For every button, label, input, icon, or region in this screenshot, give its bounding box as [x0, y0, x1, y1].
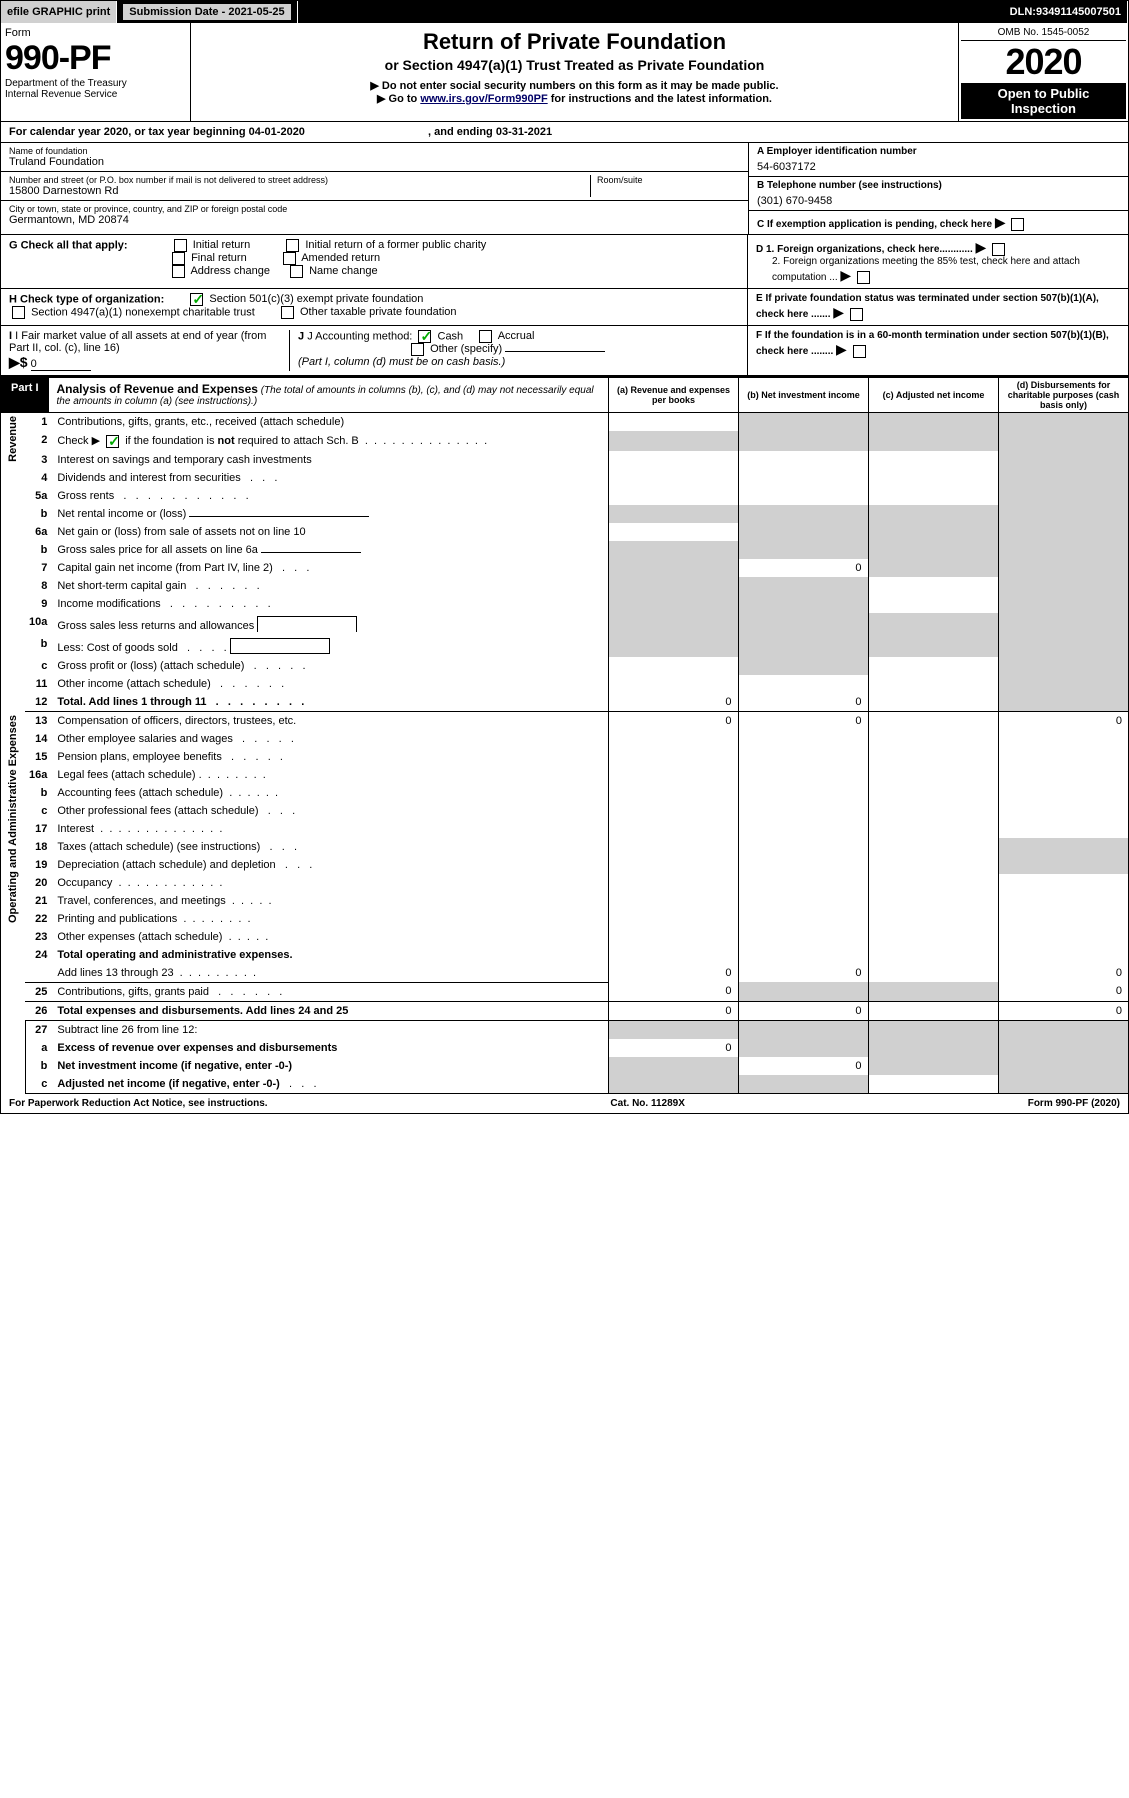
tax-year: 2020 [961, 41, 1126, 83]
page-footer: For Paperwork Reduction Act Notice, see … [1, 1094, 1128, 1113]
omb-number: OMB No. 1545-0052 [961, 25, 1126, 41]
section-i: I I Fair market value of all assets at e… [9, 330, 289, 371]
dept-treasury: Department of the Treasury [5, 78, 186, 89]
form-container: efile GRAPHIC print Submission Date - 20… [0, 0, 1129, 1114]
dept-irs: Internal Revenue Service [5, 89, 186, 100]
cb-e[interactable] [850, 308, 863, 321]
cb-other-taxable[interactable] [281, 306, 294, 319]
part1-label: Part I [1, 378, 49, 412]
cb-initial-return[interactable] [174, 239, 187, 252]
header-left: Form 990-PF Department of the Treasury I… [1, 23, 191, 121]
irs-link[interactable]: www.irs.gov/Form990PF [420, 93, 547, 105]
cb-f[interactable] [853, 345, 866, 358]
cb-4947[interactable] [12, 306, 25, 319]
cb-cash[interactable] [418, 330, 431, 343]
ein-cell: A Employer identification number 54-6037… [749, 143, 1128, 177]
cb-amended[interactable] [283, 252, 296, 265]
open-public: Open to Public Inspection [961, 83, 1126, 119]
cb-501c3[interactable] [190, 293, 203, 306]
form-word: Form [5, 27, 186, 39]
topbar: efile GRAPHIC print Submission Date - 20… [1, 1, 1128, 23]
form-header: Form 990-PF Department of the Treasury I… [1, 23, 1128, 122]
address-block: Name of foundation Truland Foundation Nu… [1, 143, 1128, 235]
cb-accrual[interactable] [479, 330, 492, 343]
section-g: G Check all that apply: Initial return I… [1, 235, 1128, 289]
header-right: OMB No. 1545-0052 2020 Open to Public In… [958, 23, 1128, 121]
col-c-header: (c) Adjusted net income [868, 378, 998, 412]
exemption-pending-cell: C If exemption application is pending, c… [749, 211, 1128, 234]
street-cell: Number and street (or P.O. box number if… [1, 172, 748, 201]
dln-cell: DLN: 93491145007501 [1004, 1, 1128, 23]
cb-address-change[interactable] [172, 265, 185, 278]
section-h: H Check type of organization: Section 50… [1, 289, 1128, 326]
form-number: 990-PF [5, 39, 186, 78]
cb-other-method[interactable] [411, 343, 424, 356]
cb-d1[interactable] [992, 243, 1005, 256]
cb-name-change[interactable] [290, 265, 303, 278]
checkbox-c[interactable] [1011, 218, 1024, 231]
submission-cell: Submission Date - 2021-05-25 [117, 1, 297, 23]
fmv-value: 0 [31, 358, 91, 371]
form-subtitle: or Section 4947(a)(1) Trust Treated as P… [201, 57, 948, 73]
section-j: J J Accounting method: Cash Accrual Othe… [289, 330, 739, 371]
section-f: F If the foundation is in a 60-month ter… [748, 326, 1128, 375]
part1-header: Part I Analysis of Revenue and Expenses … [1, 377, 1128, 413]
foundation-name-cell: Name of foundation Truland Foundation [1, 143, 748, 172]
instr-link: ▶ Go to www.irs.gov/Form990PF for instru… [201, 92, 948, 105]
footer-left: For Paperwork Reduction Act Notice, see … [9, 1098, 268, 1109]
cb-initial-former[interactable] [286, 239, 299, 252]
city-cell: City or town, state or province, country… [1, 201, 748, 229]
footer-right: Form 990-PF (2020) [1028, 1098, 1120, 1109]
form-title: Return of Private Foundation [201, 29, 948, 55]
efile-label: efile GRAPHIC print [1, 1, 117, 23]
section-ij: I I Fair market value of all assets at e… [1, 326, 1128, 377]
cb-final-return[interactable] [172, 252, 185, 265]
part1-table: Revenue 1Contributions, gifts, grants, e… [1, 413, 1128, 1094]
col-a-header: (a) Revenue and expenses per books [608, 378, 738, 412]
cb-d2[interactable] [857, 271, 870, 284]
instr-ssn: ▶ Do not enter social security numbers o… [201, 79, 948, 92]
phone-cell: B Telephone number (see instructions) (3… [749, 177, 1128, 211]
expenses-side-label: Operating and Administrative Expenses [1, 712, 25, 1021]
col-d-header: (d) Disbursements for charitable purpose… [998, 378, 1128, 412]
cb-schb[interactable] [106, 435, 119, 448]
header-mid: Return of Private Foundation or Section … [191, 23, 958, 121]
revenue-side-label: Revenue [1, 413, 25, 712]
footer-mid: Cat. No. 11289X [610, 1098, 684, 1109]
section-d: D 1. Foreign organizations, check here..… [748, 235, 1128, 288]
col-b-header: (b) Net investment income [738, 378, 868, 412]
section-e: E If private foundation status was termi… [748, 289, 1128, 325]
calendar-year-row: For calendar year 2020, or tax year begi… [1, 122, 1128, 143]
